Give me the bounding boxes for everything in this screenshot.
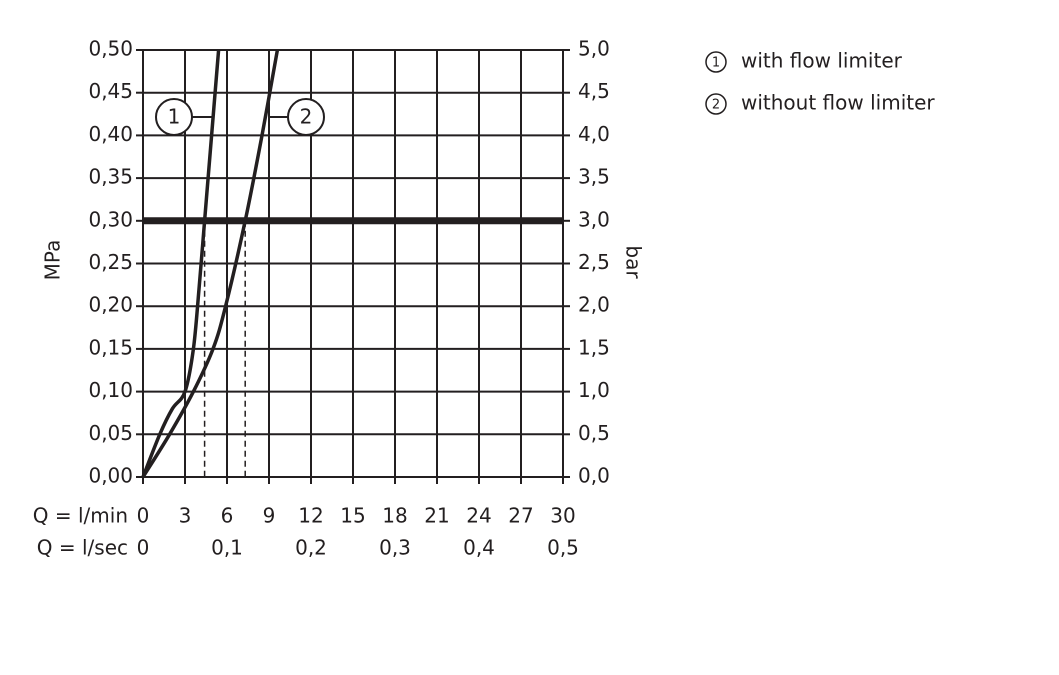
legend-number: 1 (712, 56, 720, 71)
y-axis-label: MPa (41, 240, 65, 281)
curve-label-circle (155, 98, 193, 136)
x-tick-label: 30 (550, 504, 575, 528)
x2-axis-label: Q = l/sec (37, 536, 128, 560)
y-tick-label: 0,25 (88, 250, 133, 274)
y2-tick-label: 0,0 (578, 464, 610, 488)
y2-tick-label: 3,0 (578, 207, 610, 231)
y-tick-label: 0,05 (88, 421, 133, 445)
legend-label: without flow limiter (741, 91, 935, 115)
y2-tick-label: 1,0 (578, 378, 610, 402)
x-tick-label: 9 (263, 504, 276, 528)
legend-number: 2 (712, 98, 720, 113)
y2-axis-label: bar (622, 245, 646, 279)
x2-tick-label: 0,2 (295, 536, 327, 560)
y-tick-label: 0,30 (88, 207, 133, 231)
y2-tick-label: 4,5 (578, 79, 610, 103)
x-tick-label: 18 (382, 504, 407, 528)
x-tick-label: 24 (466, 504, 491, 528)
y2-tick-label: 2,0 (578, 293, 610, 317)
y-tick-label: 0,15 (88, 335, 133, 359)
x2-tick-label: 0,4 (463, 536, 495, 560)
y2-tick-label: 2,5 (578, 250, 610, 274)
y2-tick-label: 0,5 (578, 421, 610, 445)
x-tick-label: 15 (340, 504, 365, 528)
x-tick-label: 3 (179, 504, 192, 528)
x-tick-label: 0 (137, 504, 150, 528)
x-axis-label: Q = l/min (33, 504, 128, 528)
y2-tick-label: 5,0 (578, 37, 610, 61)
legend-label: with flow limiter (741, 49, 903, 73)
x-tick-label: 12 (298, 504, 323, 528)
x2-tick-label: 0,1 (211, 536, 243, 560)
x2-tick-label: 0,5 (547, 536, 579, 560)
y2-tick-label: 4,0 (578, 122, 610, 146)
x-tick-label: 21 (424, 504, 449, 528)
curve-label: 2 (300, 105, 313, 129)
x2-tick-label: 0 (137, 536, 150, 560)
legend-circle (705, 93, 727, 115)
x-tick-label: 6 (221, 504, 234, 528)
y-tick-label: 0,20 (88, 293, 133, 317)
y-tick-label: 0,00 (88, 464, 133, 488)
y-tick-label: 0,45 (88, 79, 133, 103)
flow-curve (141, 49, 280, 478)
legend-circle (705, 51, 727, 73)
curve-label: 1 (168, 105, 181, 129)
y-tick-label: 0,10 (88, 378, 133, 402)
x-tick-label: 27 (508, 504, 533, 528)
y-tick-label: 0,35 (88, 165, 133, 189)
y2-tick-label: 1,5 (578, 335, 610, 359)
y-tick-label: 0,50 (88, 37, 133, 61)
flow-curve (141, 49, 221, 478)
y-tick-label: 0,40 (88, 122, 133, 146)
curve-label-circle (287, 98, 325, 136)
y2-tick-label: 3,5 (578, 165, 610, 189)
x2-tick-label: 0,3 (379, 536, 411, 560)
